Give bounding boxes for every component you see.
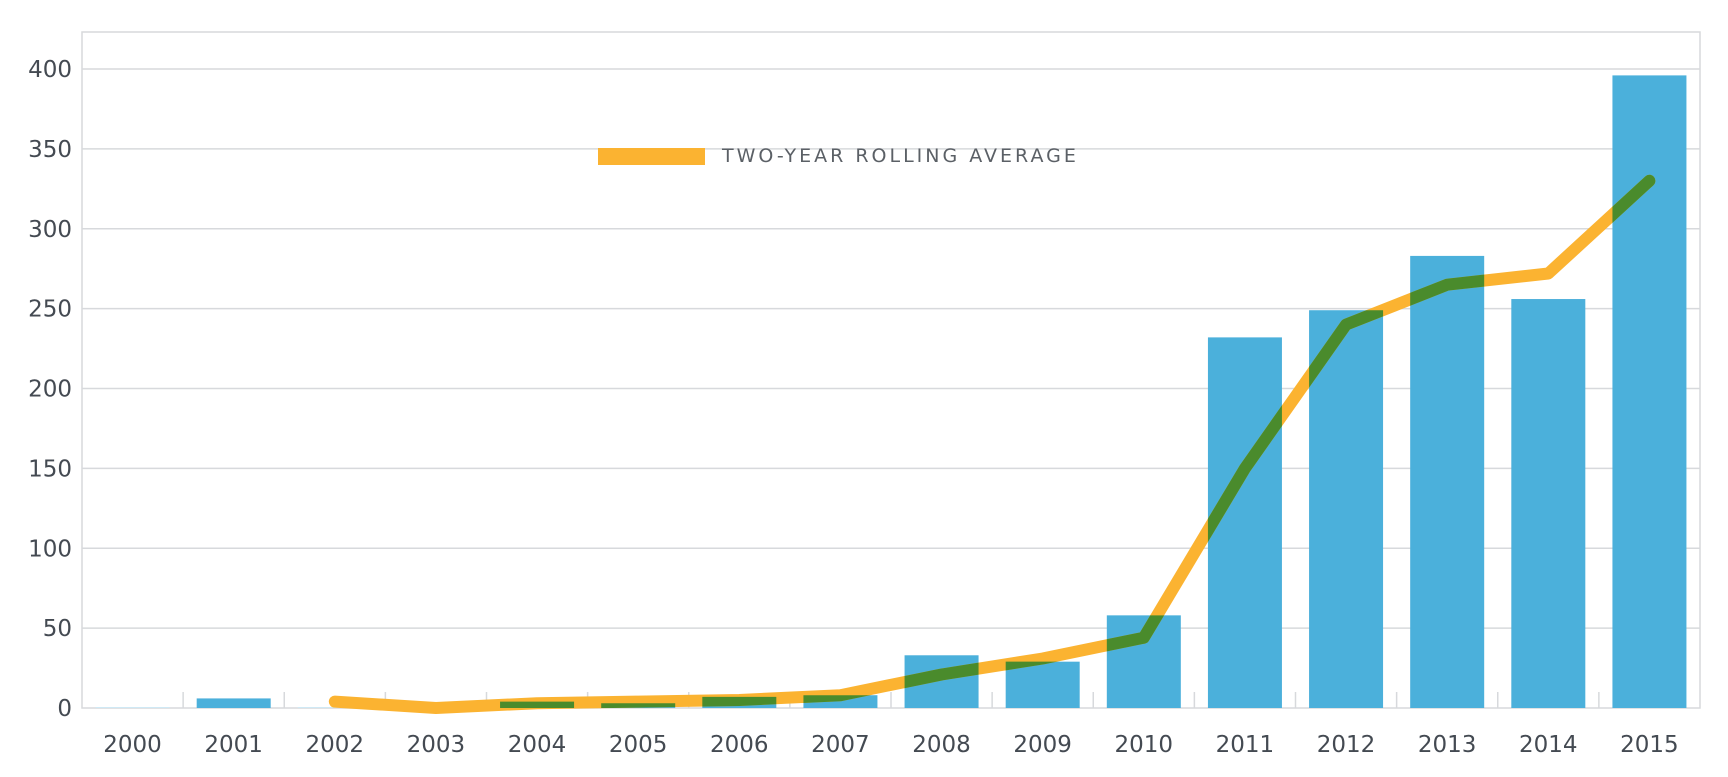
bar-2000 <box>95 707 170 708</box>
x-tick-label: 2011 <box>1216 732 1275 758</box>
y-tick-label: 100 <box>28 536 72 562</box>
legend-label: TWO-YEAR ROLLING AVERAGE <box>721 145 1079 167</box>
x-tick-label: 2014 <box>1519 732 1578 758</box>
y-tick-label: 400 <box>28 57 72 83</box>
bar-2012 <box>1309 310 1384 708</box>
x-tick-label: 2008 <box>912 732 971 758</box>
bar-2001 <box>196 698 271 708</box>
y-tick-label: 50 <box>43 616 72 642</box>
x-tick-label: 2005 <box>609 732 668 758</box>
x-tick-label: 2015 <box>1620 732 1679 758</box>
x-tick-label: 2006 <box>710 732 769 758</box>
bar-2015 <box>1612 75 1687 708</box>
x-tick-label: 2001 <box>204 732 263 758</box>
x-tick-label: 2000 <box>103 732 162 758</box>
y-tick-label: 200 <box>28 377 72 403</box>
x-tick-label: 2003 <box>407 732 466 758</box>
y-tick-label: 0 <box>57 696 72 722</box>
x-tick-label: 2004 <box>508 732 567 758</box>
y-tick-label: 350 <box>28 137 72 163</box>
legend: TWO-YEAR ROLLING AVERAGE <box>598 145 1079 167</box>
x-tick-label: 2010 <box>1115 732 1174 758</box>
y-tick-label: 300 <box>28 217 72 243</box>
x-tick-label: 2013 <box>1418 732 1477 758</box>
bar-2013 <box>1410 255 1485 708</box>
y-tick-label: 150 <box>28 456 72 482</box>
bar-2014 <box>1511 299 1586 708</box>
bar-2009 <box>1005 661 1080 708</box>
x-tick-label: 2009 <box>1013 732 1072 758</box>
x-tick-label: 2007 <box>811 732 870 758</box>
x-tick-label: 2012 <box>1317 732 1376 758</box>
bar-2011 <box>1207 337 1282 708</box>
x-tick-label: 2002 <box>306 732 365 758</box>
legend-swatch <box>598 148 705 165</box>
y-tick-label: 250 <box>28 297 72 323</box>
